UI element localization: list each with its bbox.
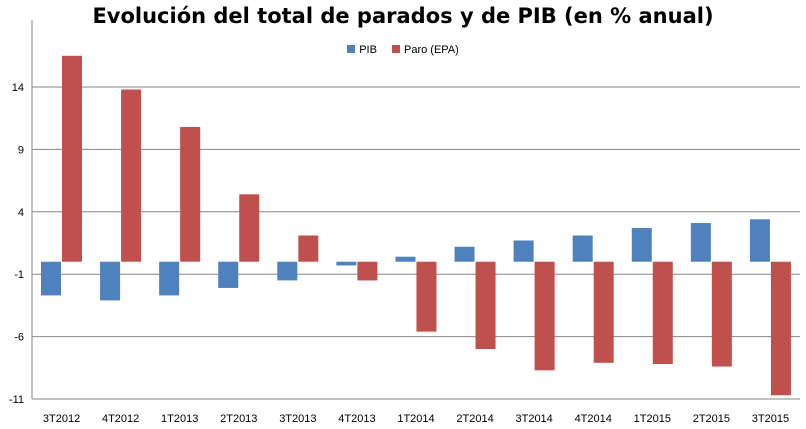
legend: PIB Paro (EPA)	[0, 44, 806, 56]
x-tick-label: 1T2013	[161, 413, 198, 425]
x-tick-label: 3T2015	[752, 413, 789, 425]
bar-paro	[475, 261, 496, 350]
legend-item-paro: Paro (EPA)	[391, 44, 459, 56]
bar-pib	[513, 240, 534, 262]
bar-pib	[749, 219, 770, 262]
x-tick-label: 2T2014	[456, 413, 493, 425]
bar-paro	[534, 261, 555, 371]
legend-swatch-pib	[347, 45, 356, 54]
bar-paro	[298, 235, 319, 262]
x-tick-label: 1T2015	[634, 413, 671, 425]
bar-paro	[416, 261, 437, 332]
y-tick-label: 9	[18, 144, 24, 156]
bar-paro	[711, 261, 732, 367]
bar-paro	[652, 261, 673, 365]
bar-paro	[239, 194, 260, 262]
x-tick-label: 3T2014	[515, 413, 552, 425]
bar-pib	[159, 261, 180, 296]
bar-pib	[336, 261, 357, 266]
bar-paro	[593, 261, 614, 363]
bar-paro	[180, 126, 201, 262]
legend-swatch-paro	[391, 45, 400, 54]
bar-pib	[454, 246, 475, 262]
x-tick-label: 4T2014	[575, 413, 612, 425]
legend-item-pib: PIB	[347, 44, 377, 56]
x-tick-label: 4T2013	[338, 413, 375, 425]
chart-title: Evolución del total de parados y de PIB …	[92, 4, 714, 28]
x-tick-label: 4T2012	[102, 413, 139, 425]
bar-pib	[395, 256, 416, 262]
bar-paro	[770, 261, 791, 396]
y-tick-label: -11	[9, 394, 24, 406]
x-tick-label: 3T2012	[43, 413, 80, 425]
legend-label-paro: Paro (EPA)	[403, 44, 459, 56]
bar-pib	[690, 223, 711, 262]
bar-pib	[100, 261, 121, 301]
y-tick-label: -1	[14, 269, 24, 281]
x-tick-label: 2T2015	[693, 413, 730, 425]
legend-label-pib: PIB	[359, 44, 377, 56]
bar-pib	[41, 261, 61, 296]
bar-pib	[218, 261, 239, 288]
bar-paro	[357, 261, 378, 281]
y-tick-label: 4	[18, 207, 24, 219]
x-tick-label: 2T2013	[220, 413, 257, 425]
y-tick-label: -6	[14, 332, 24, 344]
y-tick-label: 14	[12, 82, 24, 94]
bar-paro	[121, 89, 142, 262]
bar-pib	[631, 228, 652, 262]
bar-pib	[572, 235, 593, 262]
bar-pib	[277, 261, 298, 281]
bar-paro	[62, 55, 82, 262]
x-tick-label: 3T2013	[279, 413, 316, 425]
x-tick-label: 1T2014	[397, 413, 434, 425]
